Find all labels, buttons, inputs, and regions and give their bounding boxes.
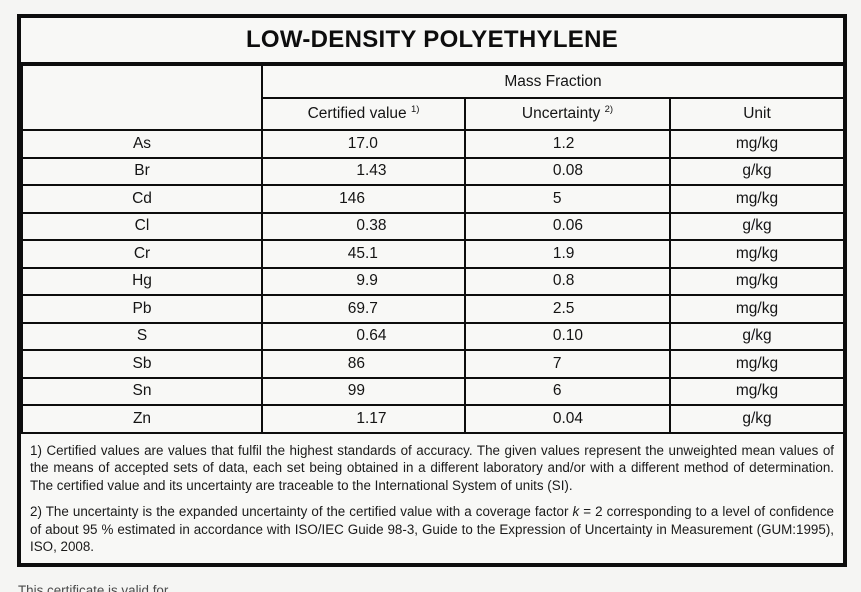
mass-fraction-table: Mass Fraction Certified value 1) Uncerta… xyxy=(21,64,846,434)
col-header-certified-label: Certified value xyxy=(307,105,407,122)
certified-value-cell: 45.1 xyxy=(261,239,466,269)
footnote-2: 2) The uncertainty is the expanded uncer… xyxy=(30,503,834,556)
certified-value-cell: 17.0 xyxy=(261,129,466,159)
uncertainty-cell: 1.9 xyxy=(464,239,671,269)
element-row: Hg 9.9 0.8 mg/kg xyxy=(21,266,846,296)
certified-value-cell: 9.9 xyxy=(261,266,466,296)
element-row: Br 1.43 0.08 g/kg xyxy=(21,156,846,186)
element-cell: Sn xyxy=(21,376,263,406)
certified-value-cell: 1.17 xyxy=(261,404,466,434)
element-row: Sn 99 6 mg/kg xyxy=(21,376,846,406)
unit-cell: g/kg xyxy=(668,321,846,351)
col-header-uncertainty: Uncertainty 2) xyxy=(464,97,671,131)
footnote-ref-1: 1) xyxy=(410,103,420,115)
uncertainty-cell: 1.2 xyxy=(464,129,671,159)
unit-cell: mg/kg xyxy=(668,294,846,324)
unit-cell: mg/kg xyxy=(668,129,846,159)
uncertainty-cell: 7 xyxy=(464,349,671,379)
footnote-2-prefix: 2) The uncertainty is the expanded uncer… xyxy=(30,503,573,519)
element-cell: Cd xyxy=(21,184,263,214)
unit-cell: g/kg xyxy=(668,404,846,434)
element-cell: Sb xyxy=(21,349,263,379)
element-cell: Pb xyxy=(21,294,263,324)
element-row: Sb 86 7 mg/kg xyxy=(21,349,846,379)
col-header-unit: Unit xyxy=(668,97,846,131)
column-header-row: Certified value 1) Uncertainty 2) Unit xyxy=(22,97,846,131)
element-cell: Zn xyxy=(21,404,263,434)
unit-cell: mg/kg xyxy=(668,349,846,379)
footnote-ref-2: 2) xyxy=(604,103,614,115)
element-row: S 0.64 0.10 g/kg xyxy=(21,321,846,351)
element-row: Cr 45.1 1.9 mg/kg xyxy=(21,239,846,269)
unit-cell: mg/kg xyxy=(668,266,846,296)
uncertainty-cell: 0.06 xyxy=(464,211,671,241)
certified-value-cell: 86 xyxy=(261,349,466,379)
element-row: Zn 1.17 0.04 g/kg xyxy=(21,404,846,434)
table-body: As 17.0 1.2 mg/kg Br 1.43 0.08 g/kg Cd 146 5 mg/kg C… xyxy=(21,129,846,434)
element-cell: As xyxy=(21,129,263,159)
element-cell: Hg xyxy=(21,266,263,296)
unit-cell: g/kg xyxy=(668,156,846,186)
element-row: Pb 69.7 2.5 mg/kg xyxy=(21,294,846,324)
uncertainty-cell: 2.5 xyxy=(464,294,671,324)
unit-cell: g/kg xyxy=(668,211,846,241)
footnote-1: 1) Certified values are values that fulf… xyxy=(30,442,834,494)
document-title: LOW-DENSITY POLYETHYLENE xyxy=(21,18,843,64)
certified-value-cell: 0.38 xyxy=(261,211,466,241)
element-row: Cd 146 5 mg/kg xyxy=(21,184,846,214)
certified-value-cell: 99 xyxy=(261,376,466,406)
uncertainty-cell: 0.8 xyxy=(464,266,671,296)
group-header-mass-fraction: Mass Fraction xyxy=(260,64,846,99)
certified-value-cell: 146 xyxy=(261,184,466,214)
certified-value-cell: 1.43 xyxy=(261,156,466,186)
validity-note-text: This certificate is valid for … xyxy=(18,584,186,592)
certificate-card: LOW-DENSITY POLYETHYLENE Mass Fraction C… xyxy=(17,14,847,568)
col-header-certified-value: Certified value 1) xyxy=(261,97,466,131)
certified-value-cell: 0.64 xyxy=(261,321,466,351)
element-cell: Cl xyxy=(21,211,263,241)
uncertainty-cell: 6 xyxy=(464,376,671,406)
col-header-uncertainty-label: Uncertainty xyxy=(521,105,601,122)
uncertainty-cell: 0.10 xyxy=(464,321,671,351)
corner-cell xyxy=(21,64,263,131)
element-cell: Cr xyxy=(21,239,263,269)
footnote-2-k-symbol: k xyxy=(572,503,580,519)
element-row: As 17.0 1.2 mg/kg xyxy=(21,129,846,159)
element-cell: S xyxy=(21,321,263,351)
uncertainty-cell: 5 xyxy=(464,184,671,214)
certified-value-cell: 69.7 xyxy=(261,294,466,324)
unit-cell: mg/kg xyxy=(668,376,846,406)
footnote-2-suffix: = 2 corresponding to a level of confiden… xyxy=(30,503,834,555)
element-cell: Br xyxy=(21,156,263,186)
group-header-row: Mass Fraction xyxy=(21,64,846,131)
element-row: Cl 0.38 0.06 g/kg xyxy=(21,211,846,241)
footnotes-section: 1) Certified values are values that fulf… xyxy=(21,434,843,564)
unit-cell: mg/kg xyxy=(668,239,846,269)
uncertainty-cell: 0.08 xyxy=(464,156,671,186)
unit-cell: mg/kg xyxy=(668,184,846,214)
validity-note-clipped: This certificate is valid for … xyxy=(18,584,538,592)
uncertainty-cell: 0.04 xyxy=(464,404,671,434)
